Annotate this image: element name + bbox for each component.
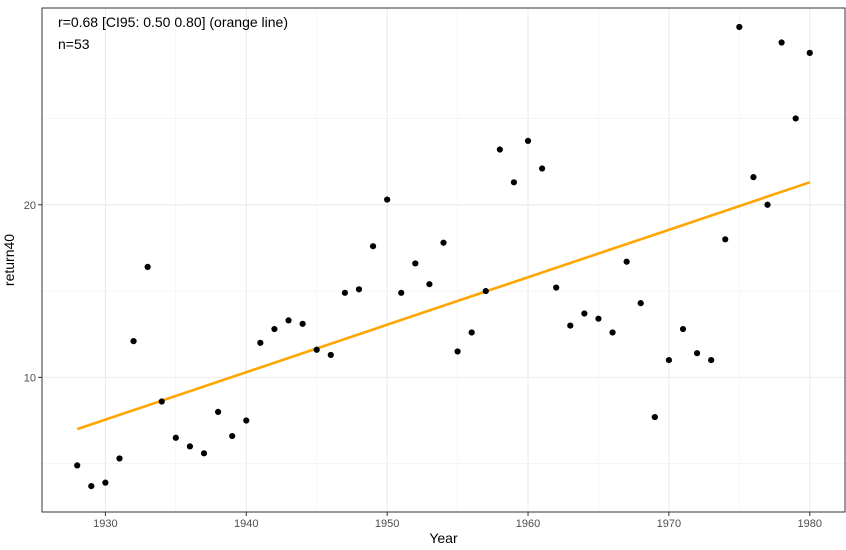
data-point: [299, 320, 306, 327]
data-point: [693, 350, 701, 357]
data-point: [496, 146, 503, 153]
data-point: [88, 483, 95, 490]
data-point: [736, 23, 743, 31]
data-point: [229, 432, 236, 440]
data-point: [271, 325, 278, 333]
data-point: [398, 289, 405, 296]
data-point: [510, 179, 518, 186]
x-axis-title: Year: [429, 530, 458, 546]
data-point: [369, 243, 377, 250]
data-point: [722, 236, 729, 243]
data-point: [440, 239, 447, 246]
fit-line-layer: [76, 181, 811, 431]
data-point: [158, 398, 165, 405]
plot-panel-border: [41, 7, 846, 513]
data-point: [116, 455, 123, 462]
data-point: [708, 357, 715, 364]
correlation-annotation: r=0.68 [CI95: 0.50 0.80] (orange line): [58, 14, 288, 30]
data-point: [468, 329, 475, 336]
data-point: [355, 286, 363, 293]
major-gridlines: [42, 8, 845, 512]
data-point: [214, 408, 222, 415]
data-point: [200, 450, 208, 457]
data-point: [609, 329, 616, 336]
data-point: [764, 201, 771, 208]
data-point: [313, 346, 320, 353]
data-point: [384, 196, 391, 203]
y-tick-label: 10: [24, 372, 36, 384]
data-point: [327, 351, 334, 359]
minor-gridlines: [42, 8, 845, 512]
x-tick-label: 1960: [516, 518, 540, 530]
data-point: [637, 300, 644, 307]
y-axis-ticks: 10 20: [24, 200, 42, 384]
data-point: [792, 115, 799, 122]
data-point: [623, 258, 630, 265]
y-tick-label: 20: [24, 200, 36, 212]
x-tick-label: 1940: [234, 518, 258, 530]
x-tick-label: 1930: [93, 518, 117, 530]
data-point: [285, 317, 292, 324]
x-tick-label: 1950: [375, 518, 399, 530]
y-axis-title: return40: [1, 234, 17, 286]
data-point: [750, 174, 757, 181]
data-point: [186, 443, 194, 450]
data-point: [595, 315, 602, 322]
data-point: [102, 479, 109, 486]
data-point: [454, 348, 461, 355]
data-point: [243, 417, 250, 424]
x-tick-label: 1980: [798, 518, 822, 530]
data-point: [172, 434, 179, 441]
data-point: [482, 287, 489, 295]
data-point: [539, 165, 546, 172]
data-point: [257, 339, 264, 346]
data-point: [412, 260, 419, 267]
x-tick-label: 1970: [657, 518, 681, 530]
sample-size-annotation: n=53: [58, 36, 90, 52]
regression-line: [76, 181, 811, 431]
data-point: [553, 284, 560, 291]
data-point: [665, 357, 673, 364]
x-axis-ticks: 1930 1940 1950 1960 1970 1980: [93, 512, 822, 530]
data-point: [778, 39, 785, 46]
plot-panel-background: [42, 8, 845, 512]
data-point: [74, 462, 81, 469]
data-point: [679, 325, 687, 333]
data-point: [144, 263, 151, 271]
data-point: [130, 338, 137, 345]
data-point: [341, 289, 348, 296]
data-point: [806, 49, 813, 56]
data-point: [426, 281, 433, 288]
data-points: [74, 23, 813, 490]
data-point: [651, 413, 658, 421]
data-point: [567, 322, 574, 329]
data-point: [524, 137, 532, 145]
data-point: [581, 310, 588, 317]
